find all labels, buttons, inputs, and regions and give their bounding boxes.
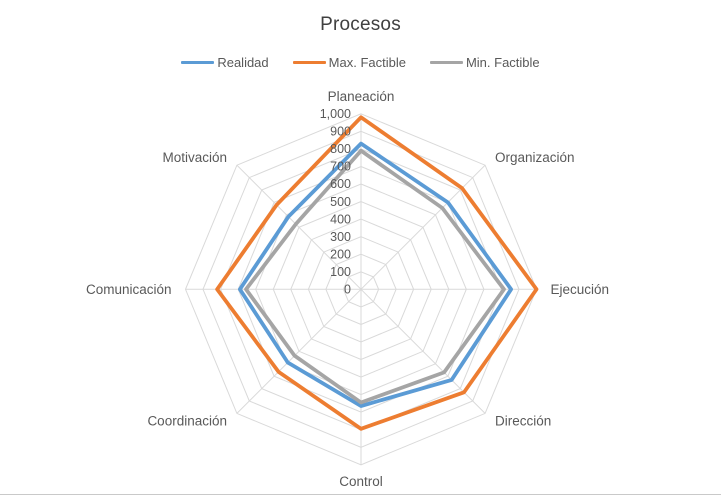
- axis-label-1: Planeación: [328, 89, 395, 104]
- tick-label-400: 400: [330, 212, 351, 226]
- tick-label-900: 900: [330, 125, 351, 139]
- tick-label-0: 0: [344, 283, 351, 297]
- tick-label-800: 800: [330, 142, 351, 156]
- series-line-1: [237, 141, 514, 408]
- tick-label-100: 100: [330, 265, 351, 279]
- axis-label-8: Motivación: [162, 150, 227, 165]
- legend-item-3: Min. Factible: [429, 55, 540, 70]
- legend-label: Max. Factible: [328, 55, 406, 70]
- axis-label-3: Ejecución: [551, 282, 610, 297]
- chart-title: Procesos: [320, 14, 401, 35]
- axis-label-4: Dirección: [495, 414, 551, 429]
- series-line-3: [244, 148, 506, 405]
- chart-legend: Realidad Max. Factible Min. Factible: [0, 55, 721, 70]
- legend-item-2: Max. Factible: [292, 55, 406, 70]
- tick-label-300: 300: [330, 230, 351, 244]
- tick-label-500: 500: [330, 195, 351, 209]
- tick-label-600: 600: [330, 177, 351, 191]
- axis-label-2: Organización: [495, 150, 575, 165]
- tick-label-700: 700: [330, 160, 351, 174]
- series-line-2: [215, 115, 539, 431]
- legend-label: Realidad: [217, 55, 269, 70]
- legend-line-icon: [429, 60, 463, 65]
- axis-label-6: Coordinación: [147, 414, 227, 429]
- axis-label-5: Control: [339, 474, 383, 489]
- grid-spoke-2: [360, 164, 486, 290]
- legend-line-icon: [292, 60, 326, 65]
- axis-label-7: Comunicación: [86, 282, 172, 297]
- legend-label: Min. Factible: [465, 55, 540, 70]
- legend-line-icon: [181, 60, 215, 65]
- tick-label-200: 200: [330, 247, 351, 261]
- grid-spoke-6: [236, 288, 362, 414]
- grid-spoke-8: [236, 164, 362, 290]
- legend-item-1: Realidad: [181, 55, 269, 70]
- tick-label-1000: 1,000: [320, 107, 351, 121]
